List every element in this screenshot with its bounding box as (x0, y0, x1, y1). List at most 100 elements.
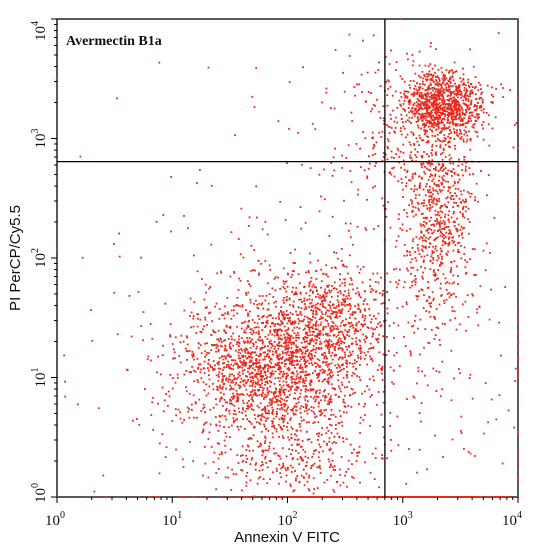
scatter-point (374, 328, 376, 331)
scatter-point (334, 364, 337, 367)
scatter-point (447, 111, 450, 114)
scatter-point (458, 368, 460, 370)
scatter-point (416, 82, 418, 85)
scatter-point (359, 166, 362, 168)
scatter-point (457, 102, 460, 105)
scatter-point (231, 468, 233, 471)
scatter-point (329, 307, 332, 309)
scatter-point (337, 371, 339, 373)
scatter-point (185, 335, 188, 338)
scatter-point (309, 381, 312, 383)
scatter-point (249, 372, 252, 375)
scatter-point (450, 91, 453, 94)
scatter-point (441, 113, 444, 116)
scatter-point (281, 361, 284, 364)
scatter-point (429, 315, 432, 318)
scatter-point (186, 350, 189, 353)
scatter-point (333, 306, 335, 309)
scatter-point (303, 419, 305, 421)
scatter-point (457, 181, 460, 183)
scatter-point (284, 388, 287, 391)
scatter-point (256, 377, 259, 380)
scatter-point (463, 113, 466, 115)
scatter-point (487, 123, 490, 126)
scatter-point (428, 246, 431, 248)
scatter-point (203, 406, 206, 409)
scatter-point (192, 325, 195, 328)
scatter-point (330, 371, 333, 374)
scatter-point (438, 200, 441, 203)
scatter-point (331, 358, 334, 361)
scatter-point (428, 209, 431, 212)
scatter-point (459, 201, 462, 203)
scatter-point (430, 115, 433, 117)
scatter-point (290, 354, 293, 357)
scatter-point (456, 91, 459, 94)
scatter-point (414, 257, 417, 259)
scatter-point (338, 468, 341, 471)
scatter-point (312, 372, 314, 375)
scatter-point (377, 391, 380, 393)
scatter-point (202, 428, 205, 431)
scatter-point (463, 201, 466, 204)
scatter-point (453, 201, 456, 204)
scatter-point (422, 261, 425, 263)
scatter-point (267, 365, 270, 368)
scatter-point (333, 169, 336, 172)
scatter-point (428, 191, 431, 194)
scatter-point (418, 95, 421, 98)
scatter-point (238, 335, 240, 338)
scatter-point (517, 279, 519, 282)
scatter-point (448, 291, 451, 294)
scatter-point (364, 309, 366, 312)
scatter-point (255, 358, 258, 360)
scatter-point (256, 394, 259, 397)
scatter-point (297, 350, 300, 353)
scatter-point (326, 380, 329, 383)
scatter-point (382, 289, 384, 292)
scatter-point (330, 354, 332, 357)
scatter-point (271, 397, 274, 400)
scatter-point (481, 124, 483, 126)
scatter-point (331, 351, 334, 354)
scatter-point (247, 320, 250, 323)
scatter-point (252, 367, 254, 370)
scatter-point (301, 346, 304, 349)
scatter-point (337, 385, 340, 388)
scatter-point (432, 189, 435, 192)
scatter-point (430, 74, 433, 77)
scatter-point (307, 271, 310, 274)
scatter-point (278, 329, 280, 331)
scatter-point (227, 380, 230, 383)
scatter-point (331, 343, 334, 346)
scatter-point (265, 294, 268, 297)
scatter-point (235, 473, 238, 475)
scatter-point (116, 333, 119, 336)
scatter-point (372, 375, 375, 378)
scatter-point (294, 366, 296, 369)
scatter-point (481, 101, 484, 104)
scatter-point (221, 375, 224, 378)
scatter-point (340, 340, 343, 342)
scatter-point (459, 123, 462, 126)
scatter-point (398, 365, 401, 368)
scatter-point (398, 161, 400, 164)
scatter-point (431, 87, 434, 89)
scatter-point (403, 244, 406, 246)
scatter-point (253, 326, 256, 329)
scatter-point (403, 254, 406, 257)
scatter-point (284, 403, 287, 406)
scatter-point (456, 134, 458, 136)
scatter-point (451, 195, 454, 197)
scatter-point (366, 326, 369, 328)
scatter-point (329, 305, 331, 307)
scatter-point (337, 291, 339, 294)
scatter-point (204, 318, 207, 321)
scatter-point (233, 271, 235, 273)
scatter-point (415, 236, 418, 238)
scatter-point (297, 131, 299, 134)
scatter-point (446, 254, 449, 256)
scatter-point (201, 278, 203, 280)
scatter-point (230, 386, 233, 389)
scatter-point (276, 330, 279, 333)
